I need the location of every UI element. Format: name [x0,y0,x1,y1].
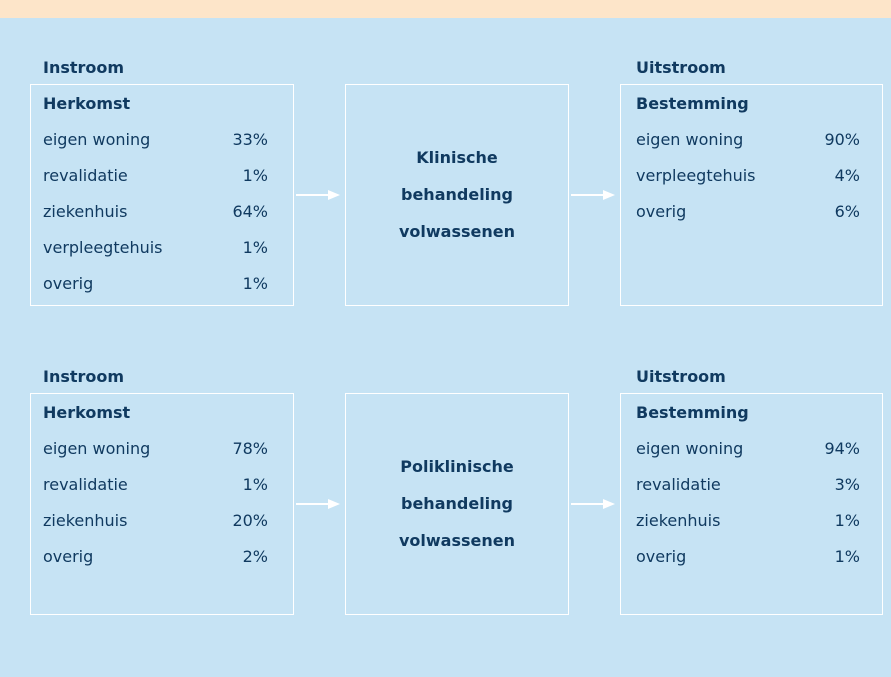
process-label: behandeling [401,494,513,513]
row-value: 94% [824,439,860,458]
destination-title: Bestemming [636,94,749,113]
row-value: 1% [242,166,268,185]
row-value: 4% [834,166,860,185]
row-label: overig [43,547,94,566]
origin-box [30,393,294,615]
destination-box [620,393,883,615]
outflow-label: Uitstroom [636,58,726,77]
row-value: 1% [834,511,860,530]
row-value: 6% [834,202,860,221]
row-value: 90% [824,130,860,149]
row-label: ziekenhuis [43,202,128,221]
process-label: behandeling [401,185,513,204]
inflow-label: Instroom [43,58,125,77]
origin-title: Herkomst [43,94,131,113]
row-value: 1% [834,547,860,566]
row-label: ziekenhuis [43,511,128,530]
arrow-head [603,499,615,509]
row-value: 1% [242,475,268,494]
row-value: 1% [242,238,268,257]
row-label: eigen woning [636,130,744,149]
row-value: 2% [242,547,268,566]
row-label: overig [636,547,687,566]
destination-box [620,84,883,306]
row-value: 20% [232,511,268,530]
arrow-head [328,190,340,200]
row-value: 3% [834,475,860,494]
top-strip [0,0,891,18]
row-value: 33% [232,130,268,149]
outflow-label: Uitstroom [636,367,726,386]
row-value: 78% [232,439,268,458]
process-box [345,393,569,615]
process-label: volwassenen [398,531,515,550]
arrow-head [603,190,615,200]
destination-title: Bestemming [636,403,749,422]
inflow-label: Instroom [43,367,125,386]
process-label: Klinische [416,148,498,167]
row-value: 1% [242,274,268,293]
row-label: revalidatie [43,475,128,494]
row-label: overig [43,274,94,293]
arrow-head [328,499,340,509]
row-label: ziekenhuis [636,511,721,530]
row-label: revalidatie [636,475,721,494]
row-label: verpleegtehuis [43,238,163,257]
row-label: revalidatie [43,166,128,185]
row-label: eigen woning [43,130,151,149]
process-label: Poliklinische [400,457,514,476]
process-box [345,84,569,306]
origin-title: Herkomst [43,403,131,422]
process-label: volwassenen [398,222,515,241]
row-label: overig [636,202,687,221]
row-label: verpleegtehuis [636,166,756,185]
row-label: eigen woning [636,439,744,458]
origin-box [30,84,294,306]
row-value: 64% [232,202,268,221]
row-label: eigen woning [43,439,151,458]
